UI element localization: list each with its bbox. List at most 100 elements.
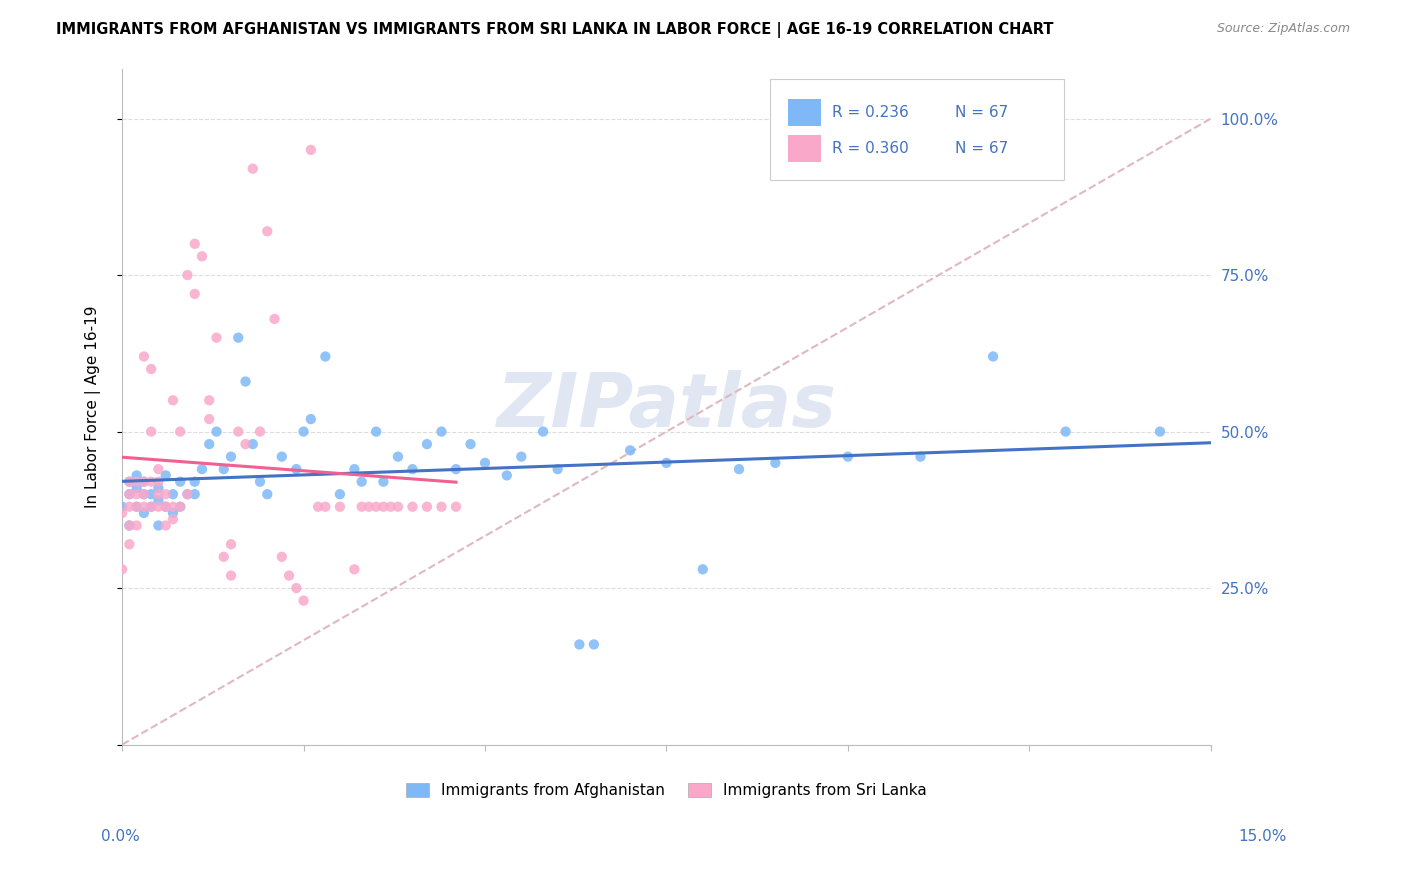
Point: [125, 487, 148, 501]
Point: [531, 425, 554, 439]
Text: IMMIGRANTS FROM AFGHANISTAN VS IMMIGRANTS FROM SRI LANKA IN LABOR FORCE | AGE 16: IMMIGRANTS FROM AFGHANISTAN VS IMMIGRANT…: [56, 22, 1053, 38]
Point: [118, 537, 141, 551]
Point: [176, 487, 198, 501]
Text: 15.0%: 15.0%: [1239, 830, 1286, 844]
Point: [387, 500, 409, 514]
Point: [162, 506, 184, 520]
Text: R = 0.360: R = 0.360: [832, 141, 908, 156]
Text: 0.0%: 0.0%: [101, 830, 141, 844]
Point: [474, 456, 496, 470]
Point: [111, 500, 134, 514]
Point: [125, 500, 148, 514]
Point: [183, 236, 205, 251]
Point: [256, 224, 278, 238]
Text: ZIPatlas: ZIPatlas: [496, 370, 837, 443]
Point: [263, 312, 285, 326]
Point: [132, 487, 155, 501]
Point: [118, 487, 141, 501]
Point: [278, 568, 301, 582]
Point: [444, 462, 467, 476]
Point: [125, 481, 148, 495]
Point: [118, 475, 141, 489]
Point: [568, 637, 591, 651]
Point: [495, 468, 517, 483]
Point: [132, 500, 155, 514]
Point: [285, 581, 308, 595]
Point: [547, 462, 569, 476]
Point: [125, 468, 148, 483]
Point: [763, 456, 786, 470]
Point: [401, 462, 423, 476]
Point: [162, 393, 184, 408]
Point: [314, 350, 336, 364]
Point: [176, 487, 198, 501]
Point: [118, 518, 141, 533]
Point: [728, 462, 751, 476]
Point: [981, 350, 1004, 364]
Point: [380, 500, 402, 514]
Point: [307, 500, 329, 514]
Point: [132, 475, 155, 489]
Point: [118, 518, 141, 533]
Point: [314, 500, 336, 514]
Text: R = 0.236: R = 0.236: [832, 105, 908, 120]
Point: [350, 475, 373, 489]
Point: [183, 286, 205, 301]
Point: [292, 425, 315, 439]
Point: [219, 450, 242, 464]
Point: [191, 249, 214, 263]
Point: [219, 537, 242, 551]
Point: [132, 506, 155, 520]
Point: [366, 500, 388, 514]
Point: [205, 331, 228, 345]
Point: [198, 393, 221, 408]
Point: [155, 487, 177, 501]
Point: [692, 562, 714, 576]
Point: [299, 412, 322, 426]
Point: [141, 500, 163, 514]
Point: [162, 487, 184, 501]
Point: [329, 487, 352, 501]
Point: [141, 475, 163, 489]
Point: [205, 425, 228, 439]
Point: [226, 425, 249, 439]
Point: [350, 500, 373, 514]
Point: [1054, 425, 1077, 439]
Point: [148, 493, 170, 508]
Point: [148, 500, 170, 514]
Point: [212, 462, 235, 476]
Point: [183, 487, 205, 501]
Point: [183, 475, 205, 489]
Point: [510, 450, 533, 464]
Point: [387, 450, 409, 464]
Point: [366, 425, 388, 439]
Point: [169, 425, 191, 439]
Point: [162, 500, 184, 514]
Point: [357, 500, 380, 514]
Y-axis label: In Labor Force | Age 16-19: In Labor Force | Age 16-19: [86, 305, 101, 508]
Point: [132, 487, 155, 501]
Point: [155, 518, 177, 533]
Point: [198, 412, 221, 426]
Point: [148, 487, 170, 501]
Point: [242, 437, 264, 451]
Point: [460, 437, 482, 451]
Bar: [789, 99, 821, 126]
Point: [582, 637, 605, 651]
Point: [235, 437, 257, 451]
FancyBboxPatch shape: [770, 78, 1064, 180]
Point: [292, 593, 315, 607]
Point: [373, 475, 395, 489]
Point: [148, 481, 170, 495]
Point: [111, 506, 134, 520]
Point: [162, 512, 184, 526]
Bar: [789, 135, 821, 161]
Point: [619, 443, 641, 458]
Point: [169, 500, 191, 514]
Point: [1149, 425, 1171, 439]
Point: [148, 462, 170, 476]
Point: [141, 500, 163, 514]
Point: [198, 437, 221, 451]
Point: [430, 500, 453, 514]
Point: [118, 487, 141, 501]
